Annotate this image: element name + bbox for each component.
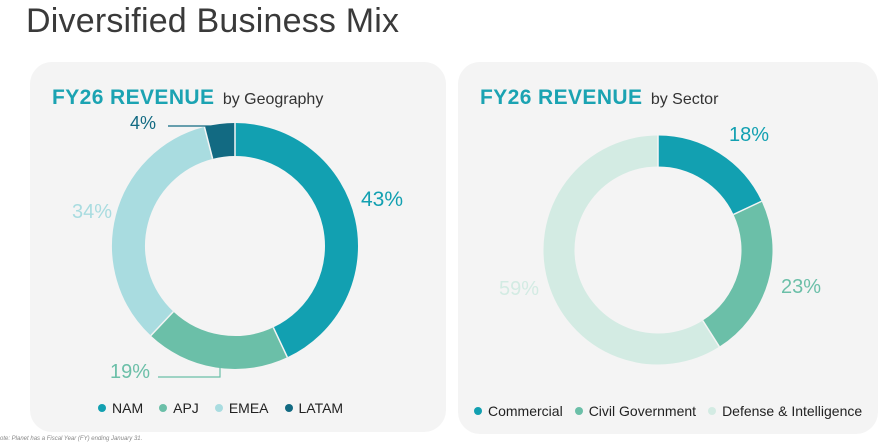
sector-legend-item-commercial: Commercial (474, 403, 563, 419)
geography-legend-item-latam: LATAM (284, 400, 344, 416)
geography-legend-label: NAM (112, 400, 144, 416)
sector-slice-civil-government (702, 201, 773, 347)
geography-label-latam: 4% (130, 113, 156, 133)
sector-card-header: FY26 REVENUE by Sector (480, 86, 718, 110)
page-title: Diversified Business Mix (26, 2, 400, 40)
sector-label-commercial: 18% (729, 124, 769, 146)
sector-slice-separator (733, 200, 762, 216)
geography-legend-swatch (214, 404, 223, 412)
geography-slice-separator (203, 126, 214, 160)
geography-label-apj: 19% (110, 361, 150, 383)
geography-legend: NAM APJ EMEA LATAM (98, 400, 359, 416)
geography-label-nam: 43% (361, 188, 403, 211)
sector-legend-item-civil-government: Civil Government (574, 403, 697, 419)
geography-slice-emea (112, 126, 214, 336)
geography-slice-separator (272, 327, 289, 358)
sector-legend-label: Civil Government (588, 403, 697, 419)
geography-slice-apj (150, 311, 288, 369)
sector-legend-item-defense-and-intelligence: Defense & Intelligence (708, 403, 862, 419)
sector-slice-defense-and-intelligence (543, 135, 720, 365)
geography-legend-label: EMEA (228, 400, 269, 416)
sector-chart-subtitle: by Sector (650, 91, 719, 108)
geography-legend-swatch (159, 404, 168, 412)
geography-leader-apj (158, 361, 221, 378)
geography-leader-latam (168, 125, 218, 132)
sector-revenue-card: FY26 REVENUE by Sector 18% 23% 59% Commerc… (458, 62, 878, 434)
sector-legend: Commercial Civil Government Defense & Inte… (474, 403, 874, 419)
geography-legend-swatch (284, 404, 293, 412)
geography-label-emea: 34% (72, 201, 112, 223)
geography-slice-separator (150, 311, 174, 337)
geography-legend-swatch (98, 404, 106, 412)
geography-chart-title: FY26 REVENUE (52, 86, 215, 109)
sector-slice-commercial (657, 135, 762, 215)
sector-legend-label: Defense & Intelligence (722, 403, 863, 419)
geography-revenue-card: FY26 REVENUE by Geography 43% 19% 34% 4% NA… (30, 62, 446, 432)
sector-legend-label: Commercial (488, 403, 563, 419)
sector-label-defense-and-intelligence: 59% (499, 278, 539, 300)
geography-slice-latam (204, 123, 236, 159)
geography-legend-label: APJ (173, 400, 199, 416)
geography-slice-nam (234, 123, 358, 358)
geography-legend-item-nam: NAM (98, 400, 143, 416)
sector-chart-title: FY26 REVENUE (480, 86, 643, 109)
geography-legend-item-apj: APJ (159, 400, 199, 416)
geography-chart-subtitle: by Geography (222, 91, 324, 108)
sector-donut-chart: 18% 23% 59% (499, 124, 821, 365)
sector-legend-swatch (474, 407, 482, 415)
sector-slice-separator (702, 320, 720, 348)
sector-legend-swatch (708, 407, 717, 415)
geography-card-header: FY26 REVENUE by Geography (52, 86, 323, 110)
sector-label-civil-government: 23% (781, 276, 821, 298)
geography-donut-chart: 43% 19% 34% 4% (72, 113, 403, 383)
sector-legend-swatch (574, 407, 583, 415)
footnote: ote: Planet has a Fiscal Year (FY) endin… (0, 436, 143, 442)
geography-legend-label: LATAM (298, 400, 344, 416)
geography-legend-item-emea: EMEA (214, 400, 269, 416)
